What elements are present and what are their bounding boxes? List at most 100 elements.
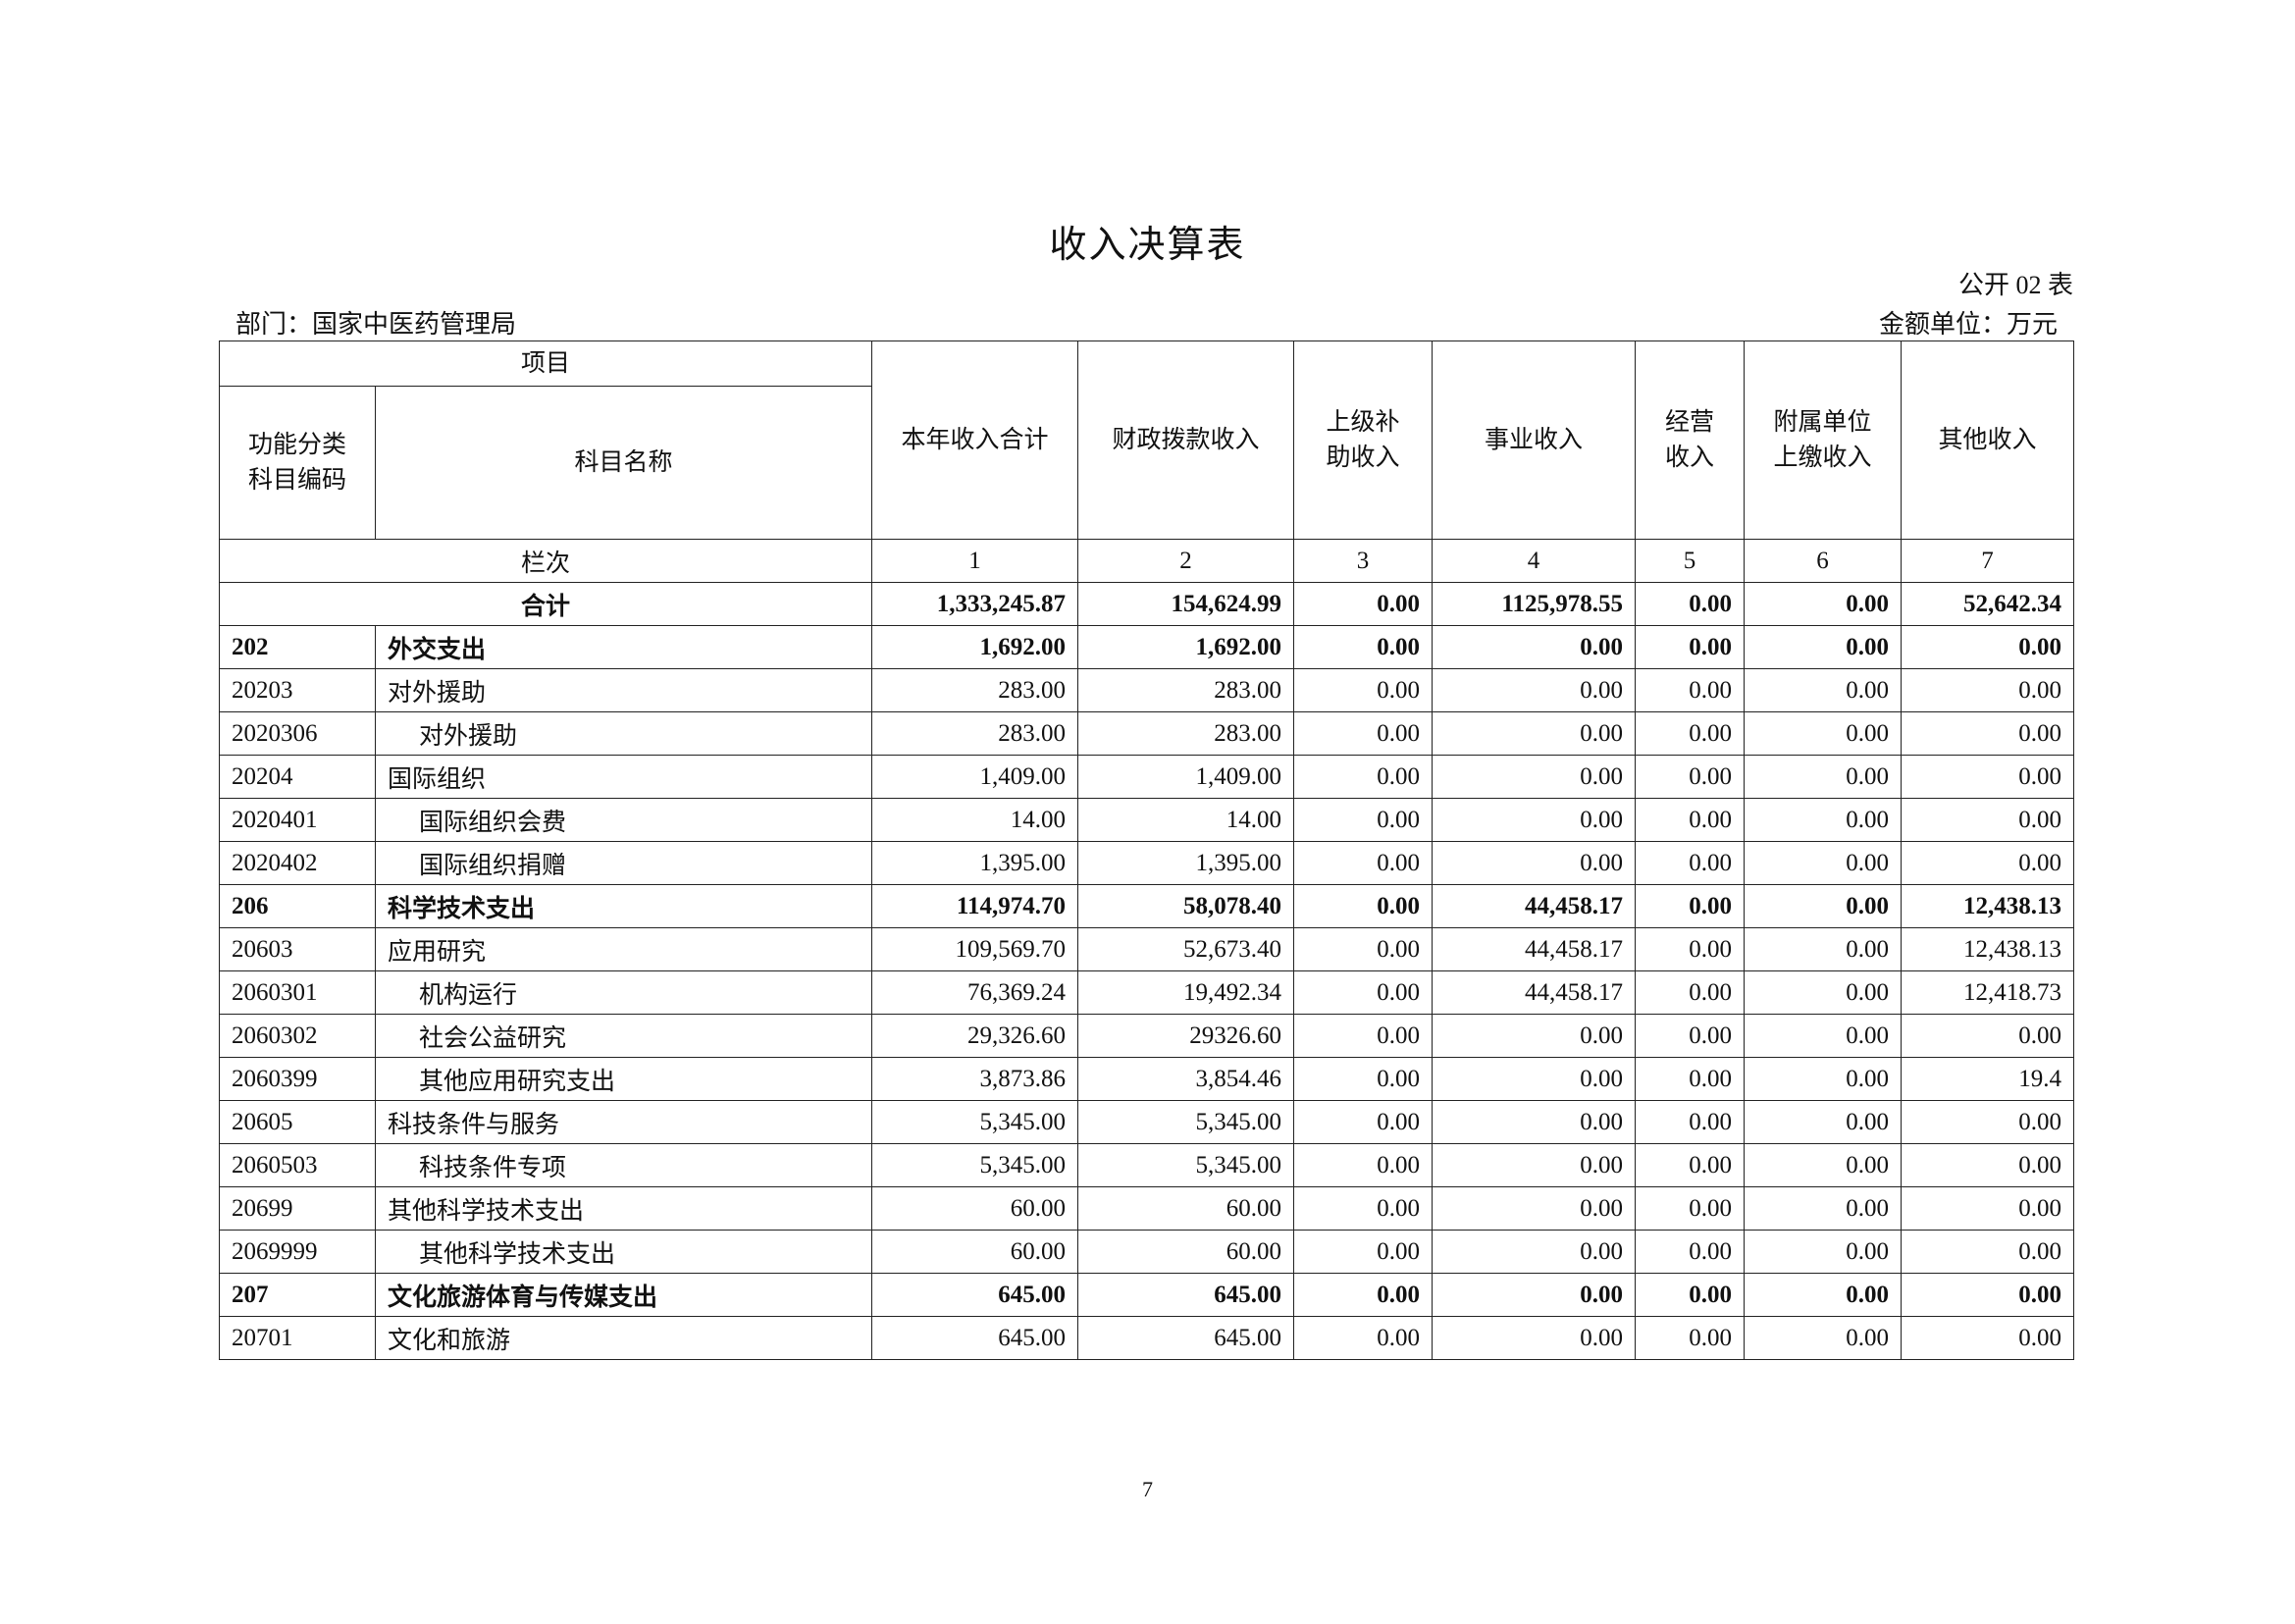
amount-cell: 0.00 bbox=[1635, 1100, 1745, 1144]
table-row: 2060503 科技条件专项 5,345.00 5,345.00 0.00 0.00 0.0… bbox=[219, 1143, 2074, 1187]
header-code: 功能分类科目编码 bbox=[219, 386, 376, 540]
amount-cell: 0.00 bbox=[1744, 841, 1902, 885]
amount-cell: 44,458.17 bbox=[1432, 927, 1636, 971]
amount-cell: 0.00 bbox=[1744, 884, 1902, 928]
subject-name: 应用研究 bbox=[375, 927, 872, 971]
amount-cell: 1,692.00 bbox=[871, 625, 1078, 669]
col-number: 7 bbox=[1901, 539, 2074, 583]
amount-cell: 0.00 bbox=[1635, 1316, 1745, 1360]
amount-cell: 0.00 bbox=[1901, 1014, 2074, 1058]
total-value: 0.00 bbox=[1744, 582, 1902, 626]
amount-cell: 0.00 bbox=[1744, 798, 1902, 842]
subject-name: 科技条件专项 bbox=[375, 1143, 872, 1187]
amount-cell: 0.00 bbox=[1432, 711, 1636, 756]
header-item: 项目 bbox=[219, 341, 872, 387]
table-row: 2020401 国际组织会费 14.00 14.00 0.00 0.00 0.00 0.00 0… bbox=[219, 798, 2074, 842]
amount-cell: 0.00 bbox=[1744, 755, 1902, 799]
table-row: 202 外交支出 1,692.00 1,692.00 0.00 0.00 0.00 0.00 0… bbox=[219, 625, 2074, 669]
table-row: 20605 科技条件与服务 5,345.00 5,345.00 0.00 0.00 0.00… bbox=[219, 1100, 2074, 1144]
subject-name: 其他应用研究支出 bbox=[375, 1057, 872, 1101]
amount-cell: 0.00 bbox=[1432, 1143, 1636, 1187]
amount-cell: 0.00 bbox=[1744, 1100, 1902, 1144]
amount-cell: 0.00 bbox=[1635, 927, 1745, 971]
amount-cell: 0.00 bbox=[1901, 668, 2074, 712]
amount-cell: 0.00 bbox=[1293, 1014, 1433, 1058]
page-title: 收入决算表 bbox=[1049, 225, 1246, 266]
subject-name: 对外援助 bbox=[375, 711, 872, 756]
col-number: 4 bbox=[1432, 539, 1636, 583]
amount-cell: 0.00 bbox=[1635, 625, 1745, 669]
amount-cell: 1,692.00 bbox=[1077, 625, 1294, 669]
amount-cell: 1,409.00 bbox=[1077, 755, 1294, 799]
subject-name: 文化和旅游 bbox=[375, 1316, 872, 1360]
subject-code: 206 bbox=[219, 884, 376, 928]
amount-cell: 58,078.40 bbox=[1077, 884, 1294, 928]
amount-cell: 0.00 bbox=[1744, 1316, 1902, 1360]
table-row: 2060302 社会公益研究 29,326.60 29326.60 0.00 0.00 0.… bbox=[219, 1014, 2074, 1058]
amount-cell: 60.00 bbox=[1077, 1186, 1294, 1231]
subject-name: 国际组织会费 bbox=[375, 798, 872, 842]
amount-cell: 60.00 bbox=[871, 1230, 1078, 1274]
table-row: 207 文化旅游体育与传媒支出 645.00 645.00 0.00 0.00 0.00 0.… bbox=[219, 1273, 2074, 1317]
amount-cell: 5,345.00 bbox=[1077, 1143, 1294, 1187]
col-number: 2 bbox=[1077, 539, 1294, 583]
total-label: 合计 bbox=[219, 582, 872, 626]
amount-cell: 29326.60 bbox=[1077, 1014, 1294, 1058]
amount-cell: 0.00 bbox=[1293, 1186, 1433, 1231]
total-value: 154,624.99 bbox=[1077, 582, 1294, 626]
subject-code: 2020306 bbox=[219, 711, 376, 756]
amount-cell: 19.4 bbox=[1901, 1057, 2074, 1101]
header-col-1: 本年收入合计 bbox=[871, 341, 1078, 540]
amount-cell: 1,395.00 bbox=[871, 841, 1078, 885]
amount-cell: 0.00 bbox=[1432, 1100, 1636, 1144]
amount-cell: 12,438.13 bbox=[1901, 927, 2074, 971]
amount-cell: 0.00 bbox=[1293, 970, 1433, 1015]
amount-cell: 0.00 bbox=[1901, 1143, 2074, 1187]
subject-code: 20203 bbox=[219, 668, 376, 712]
amount-cell: 44,458.17 bbox=[1432, 884, 1636, 928]
amount-cell: 0.00 bbox=[1635, 1143, 1745, 1187]
amount-cell: 0.00 bbox=[1432, 1273, 1636, 1317]
subject-code: 2020401 bbox=[219, 798, 376, 842]
total-value: 1,333,245.87 bbox=[871, 582, 1078, 626]
page-number: 7 bbox=[1142, 1477, 1153, 1501]
subject-code: 2060302 bbox=[219, 1014, 376, 1058]
total-value: 0.00 bbox=[1293, 582, 1433, 626]
header-name: 科目名称 bbox=[375, 386, 872, 540]
amount-cell: 645.00 bbox=[1077, 1273, 1294, 1317]
amount-cell: 0.00 bbox=[1293, 625, 1433, 669]
amount-cell: 14.00 bbox=[1077, 798, 1294, 842]
amount-cell: 0.00 bbox=[1293, 927, 1433, 971]
amount-cell: 60.00 bbox=[871, 1186, 1078, 1231]
amount-cell: 12,438.13 bbox=[1901, 884, 2074, 928]
amount-cell: 0.00 bbox=[1293, 1100, 1433, 1144]
header-col-3: 上级补助收入 bbox=[1293, 341, 1433, 540]
subject-code: 202 bbox=[219, 625, 376, 669]
amount-cell: 52,673.40 bbox=[1077, 927, 1294, 971]
subject-name: 国际组织捐赠 bbox=[375, 841, 872, 885]
subject-name: 外交支出 bbox=[375, 625, 872, 669]
amount-cell: 0.00 bbox=[1744, 1186, 1902, 1231]
subject-name: 科技条件与服务 bbox=[375, 1100, 872, 1144]
total-value: 52,642.34 bbox=[1901, 582, 2074, 626]
amount-cell: 0.00 bbox=[1293, 884, 1433, 928]
subject-code: 20605 bbox=[219, 1100, 376, 1144]
amount-cell: 0.00 bbox=[1293, 798, 1433, 842]
subject-code: 20701 bbox=[219, 1316, 376, 1360]
header-col-5: 经营收入 bbox=[1635, 341, 1745, 540]
amount-cell: 1,409.00 bbox=[871, 755, 1078, 799]
amount-cell: 0.00 bbox=[1293, 841, 1433, 885]
total-value: 1125,978.55 bbox=[1432, 582, 1636, 626]
subject-name: 其他科学技术支出 bbox=[375, 1230, 872, 1274]
amount-cell: 0.00 bbox=[1635, 1057, 1745, 1101]
amount-cell: 645.00 bbox=[1077, 1316, 1294, 1360]
amount-cell: 645.00 bbox=[871, 1316, 1078, 1360]
amount-cell: 0.00 bbox=[1901, 711, 2074, 756]
amount-cell: 0.00 bbox=[1432, 1230, 1636, 1274]
total-value: 0.00 bbox=[1635, 582, 1745, 626]
row-number-label: 栏次 bbox=[219, 539, 872, 583]
amount-cell: 0.00 bbox=[1744, 970, 1902, 1015]
amount-cell: 0.00 bbox=[1635, 970, 1745, 1015]
amount-cell: 0.00 bbox=[1635, 884, 1745, 928]
subject-name: 科学技术支出 bbox=[375, 884, 872, 928]
